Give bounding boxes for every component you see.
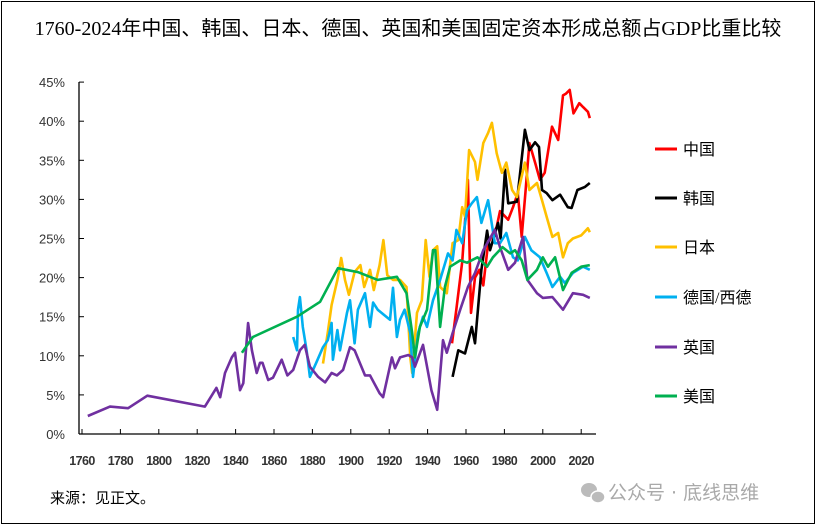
source-note: 来源：见正文。 [50,490,155,507]
series-line-2 [321,121,591,375]
series-line-5 [240,245,591,359]
legend-label: 日本 [683,239,715,257]
x-tick-label: 1960 [453,454,479,468]
x-tick-label: 1820 [184,454,210,468]
x-tick-label: 2020 [568,454,594,468]
y-tick-label: 15% [39,310,65,325]
x-tick-label: 1940 [415,454,441,468]
y-tick-label: 10% [39,349,65,364]
y-tick-label: 5% [46,388,65,403]
y-tick-label: 0% [46,427,65,442]
legend-label: 美国 [683,388,715,406]
x-tick-label: 1800 [146,454,172,468]
x-tick-label: 1860 [261,454,287,468]
watermark: 公众号 · 底线思维 [608,482,759,504]
chart-title: 1760-2024年中国、韩国、日本、德国、英国和美国固定资本形成总额占GDP比… [35,17,782,40]
y-tick-label: 30% [39,192,65,207]
y-tick-label: 20% [39,271,65,286]
legend-label: 韩国 [683,190,715,208]
x-tick-label: 1880 [300,454,326,468]
y-tick-label: 40% [39,114,65,129]
legend-label: 德国/西德 [683,289,751,307]
y-tick-label: 35% [39,153,65,168]
x-tick-label: 1760 [69,454,95,468]
series-line-4 [87,228,591,418]
x-tick-label: 1780 [108,454,134,468]
legend-label: 英国 [683,339,715,357]
series-line-1 [451,128,591,378]
y-tick-label: 25% [39,232,65,247]
axes: 0% 5% 10% 15% 20% 25% 30% 35% 40% 45% 1760 1780 1800… [39,75,596,468]
x-tick-label: 1980 [492,454,518,468]
y-tick-label: 45% [39,75,65,90]
x-tick-label: 1900 [338,454,364,468]
series-lines [87,88,592,418]
x-tick-label: 2000 [530,454,556,468]
wechat-icon [581,483,606,504]
x-tick-label: 1920 [376,454,402,468]
legend-label: 中国 [683,141,715,159]
x-tick-label: 1840 [223,454,249,468]
series-line-0 [450,88,592,344]
